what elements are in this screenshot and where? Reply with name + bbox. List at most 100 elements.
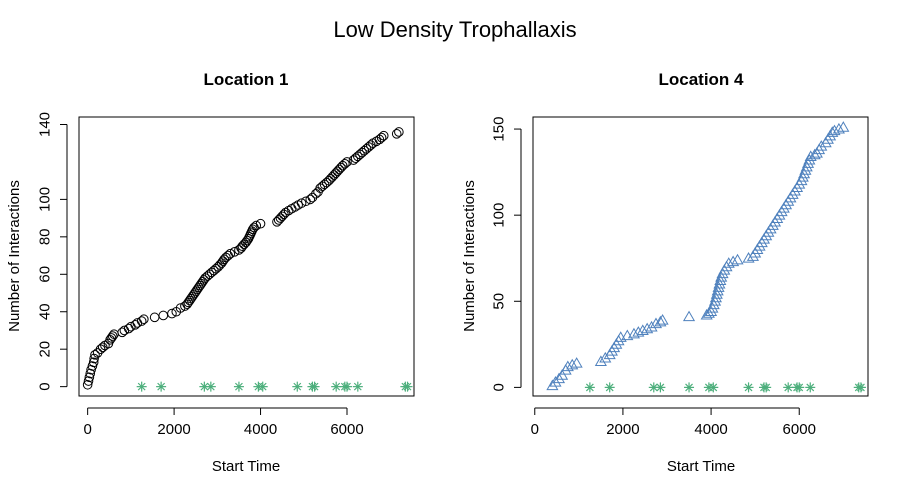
x-tick-label: 6000 bbox=[783, 421, 816, 438]
data-point bbox=[722, 257, 735, 268]
y-axis-label: Number of Interactions bbox=[6, 180, 23, 332]
x-tick-label: 0 bbox=[531, 421, 539, 438]
data-point bbox=[627, 327, 641, 339]
plot-marks bbox=[82, 127, 413, 392]
event-marker bbox=[331, 381, 342, 392]
data-point bbox=[799, 164, 812, 175]
data-point bbox=[327, 172, 338, 182]
y-tick-label: 0 bbox=[491, 383, 508, 391]
data-point bbox=[324, 175, 334, 186]
figure-title: Low Density Trophallaxis bbox=[333, 17, 576, 42]
data-point bbox=[656, 314, 669, 325]
data-point bbox=[239, 239, 249, 250]
y-tick-label: 50 bbox=[491, 293, 508, 310]
event-marker bbox=[805, 382, 816, 393]
axes: 0 2000 4000 6000 0 20 40 60 80 100 140 bbox=[37, 112, 364, 438]
event-marker bbox=[684, 382, 695, 393]
axes: 0 2000 4000 6000 0 50 100 150 bbox=[491, 117, 816, 438]
data-point bbox=[599, 351, 612, 363]
event-marker bbox=[156, 381, 167, 392]
data-point bbox=[117, 327, 128, 338]
data-point bbox=[149, 312, 160, 323]
event-marker bbox=[584, 382, 595, 393]
event-marker bbox=[783, 382, 794, 393]
data-point bbox=[334, 164, 345, 175]
plot-frame bbox=[78, 116, 415, 397]
data-point bbox=[273, 215, 284, 225]
data-point bbox=[636, 324, 649, 335]
x-tick-label: 6000 bbox=[330, 421, 363, 438]
data-point bbox=[808, 148, 821, 160]
data-point bbox=[711, 284, 724, 296]
data-point bbox=[798, 167, 811, 179]
data-point bbox=[296, 198, 307, 208]
data-point bbox=[84, 372, 95, 383]
data-point bbox=[167, 308, 177, 319]
data-point bbox=[225, 248, 236, 259]
chart-location-1: Location 1 0 2000 4000 6000020406080100140 … bbox=[6, 70, 415, 475]
data-point bbox=[394, 127, 404, 137]
event-marker bbox=[794, 382, 805, 393]
data-point bbox=[247, 224, 258, 235]
data-point bbox=[546, 379, 559, 391]
data-point bbox=[801, 157, 815, 168]
data-point bbox=[280, 207, 291, 218]
event-marker bbox=[855, 382, 866, 393]
data-point bbox=[180, 301, 190, 311]
data-point bbox=[682, 310, 696, 322]
data-point bbox=[277, 211, 287, 222]
data-point bbox=[340, 159, 350, 169]
y-tick-label: 150 bbox=[491, 117, 508, 142]
chart-location-4: Location 4 0 2000 4000 6000 0 50 100 150 Start … bbox=[461, 70, 869, 475]
data-point bbox=[804, 150, 817, 162]
data-point bbox=[88, 357, 99, 368]
data-point bbox=[832, 122, 845, 134]
event-marker bbox=[352, 381, 363, 392]
data-point bbox=[199, 275, 209, 285]
data-point bbox=[803, 153, 816, 165]
data-point bbox=[706, 301, 719, 313]
event-marker bbox=[233, 381, 244, 392]
plot-frame bbox=[532, 116, 869, 397]
data-point bbox=[342, 157, 352, 167]
data-point bbox=[237, 241, 248, 252]
data-point bbox=[837, 121, 850, 132]
data-point bbox=[641, 322, 654, 334]
data-point bbox=[139, 314, 149, 325]
data-point bbox=[330, 168, 341, 178]
data-point bbox=[796, 171, 809, 182]
event-marker bbox=[205, 381, 216, 392]
y-tick-label: 80 bbox=[37, 228, 54, 245]
data-point bbox=[552, 372, 566, 384]
data-point bbox=[712, 281, 725, 292]
chart-title: Location 4 bbox=[658, 70, 744, 89]
data-point bbox=[325, 173, 336, 184]
data-point bbox=[307, 192, 318, 203]
data-point bbox=[87, 361, 98, 371]
data-point bbox=[556, 369, 569, 380]
data-point bbox=[566, 358, 579, 370]
data-point bbox=[83, 376, 94, 386]
event-marker bbox=[309, 381, 320, 392]
event-marker bbox=[604, 382, 615, 393]
event-marker bbox=[342, 381, 352, 392]
y-tick-label: 100 bbox=[491, 203, 508, 228]
data-point bbox=[234, 245, 244, 255]
x-tick-label: 4000 bbox=[694, 421, 727, 438]
x-axis-label: Start Time bbox=[667, 458, 735, 475]
event-marker bbox=[743, 382, 754, 393]
data-point bbox=[136, 316, 147, 326]
data-point bbox=[714, 274, 727, 286]
data-point bbox=[713, 277, 726, 289]
data-point bbox=[332, 166, 343, 177]
data-point bbox=[107, 331, 118, 341]
y-tick-label: 0 bbox=[37, 382, 54, 390]
data-point bbox=[727, 255, 740, 267]
data-point bbox=[708, 295, 722, 306]
data-point bbox=[742, 252, 755, 263]
data-point bbox=[710, 288, 723, 299]
data-point bbox=[828, 124, 841, 136]
data-point bbox=[89, 353, 99, 364]
data-point bbox=[82, 379, 93, 390]
data-point bbox=[707, 298, 720, 310]
